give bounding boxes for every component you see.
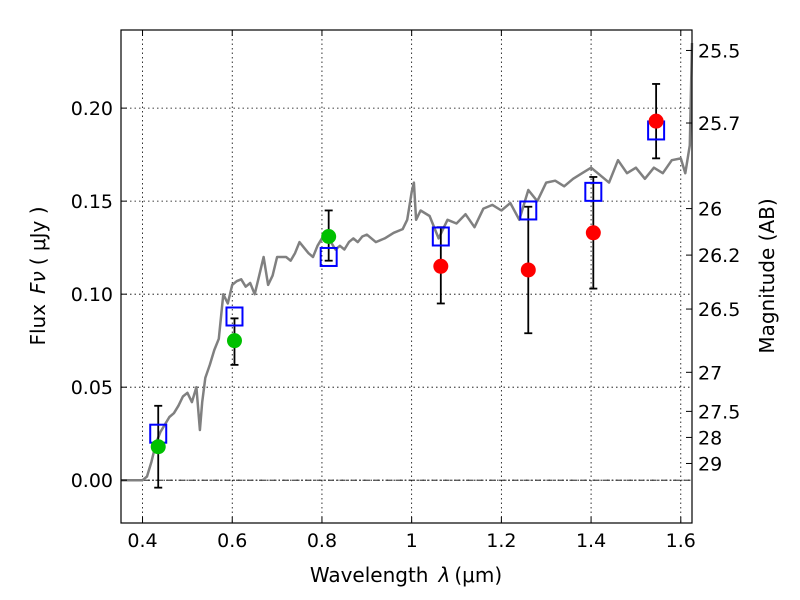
y-axis-unit: ( μJy ): [26, 206, 50, 265]
x-tick-label: 1.4: [576, 530, 606, 552]
error-bars: [154, 83, 661, 489]
model-sed-curve: [121, 42, 694, 482]
y2-tick-label: 26.2: [698, 245, 740, 267]
model-photometry-square: [319, 246, 338, 267]
data-markers: [149, 113, 666, 455]
y2-tick-label: 28: [698, 427, 722, 449]
y2-tick-label: 26: [698, 199, 722, 221]
observed-point-red: [585, 225, 601, 241]
x-axis-symbol: λ: [438, 563, 451, 587]
x-tick-label: 0.4: [127, 530, 157, 552]
x-axis-ticks: 0.4 0.6 0.8 1 1.2 1.4 1.6: [127, 30, 696, 552]
y2-axis-title: Magnitude (AB): [755, 198, 779, 353]
y-tick-label: 0.20: [71, 98, 113, 120]
x-axis-label: Wavelength: [310, 563, 429, 587]
y2-tick-label: 26.5: [698, 299, 740, 321]
y2-axis-ticks: 25.5 25.7 26 26.2 26.5 27 27.5 28 29: [686, 40, 740, 475]
y2-tick-label: 25.5: [698, 40, 740, 62]
y-tick-label: 0.05: [71, 377, 113, 399]
y-axis-label: Flux: [26, 304, 50, 346]
plot-frame: [120, 29, 693, 524]
y-axis-title: Flux Fν ( μJy ): [26, 206, 50, 345]
y2-tick-label: 27.5: [698, 401, 740, 423]
x-tick-label: 1.2: [486, 530, 516, 552]
model-sed-line: [121, 42, 694, 482]
y2-tick-label: 25.7: [698, 113, 740, 135]
model-photometry-square: [431, 226, 450, 247]
observed-point-red: [433, 258, 449, 274]
observed-point-green: [321, 229, 337, 245]
x-tick-label: 0.8: [307, 530, 337, 552]
observed-point-green: [226, 333, 242, 349]
model-photometry-square: [584, 181, 603, 202]
x-tick-label: 0.6: [217, 530, 247, 552]
y2-tick-label: 27: [698, 362, 722, 384]
model-photometry-square: [519, 200, 538, 221]
x-axis-title: Wavelength λ (μm): [310, 563, 502, 587]
y-tick-label: 0.00: [71, 470, 113, 492]
y-axis-symbol: Fν: [26, 271, 50, 294]
y2-tick-label: 29: [698, 453, 722, 475]
y-tick-label: 0.15: [71, 191, 113, 213]
model-photometry-square: [225, 306, 244, 327]
x-axis-unit: (μm): [454, 563, 502, 587]
observed-point-red: [520, 262, 536, 278]
grid-lines: [121, 30, 692, 523]
observed-point-red: [648, 113, 664, 129]
y-tick-label: 0.10: [71, 284, 113, 306]
x-tick-label: 1: [406, 530, 418, 552]
y-axis-ticks: 0.00 0.05 0.10 0.15 0.20: [71, 98, 127, 492]
x-tick-label: 1.6: [666, 530, 696, 552]
observed-point-green: [150, 439, 166, 455]
